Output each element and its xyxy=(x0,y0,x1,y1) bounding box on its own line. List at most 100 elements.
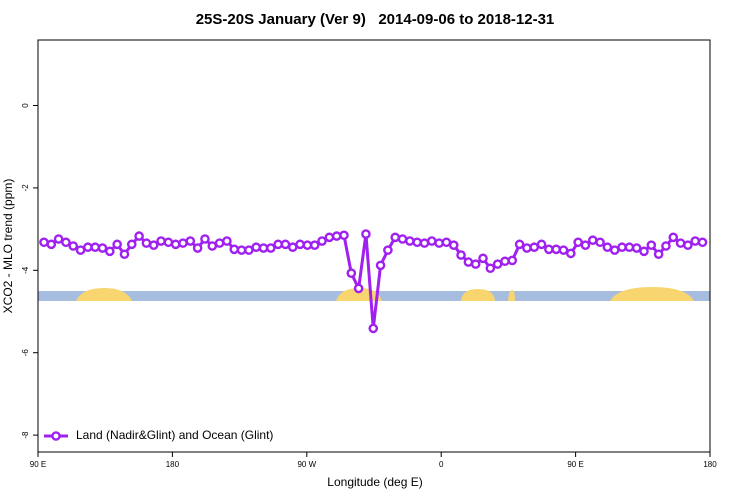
land-ocean-band xyxy=(38,287,710,301)
data-point xyxy=(156,236,166,246)
data-point xyxy=(668,232,679,243)
data-point xyxy=(456,250,466,260)
data-point xyxy=(90,242,100,253)
data-point xyxy=(507,255,518,266)
y-axis-label: XCO2 - MLO trend (ppm) xyxy=(1,179,15,314)
data-point xyxy=(375,260,386,271)
data-point xyxy=(148,240,159,250)
data-point xyxy=(207,241,218,251)
plot-frame xyxy=(37,39,711,453)
data-point xyxy=(39,237,49,248)
data-point xyxy=(397,234,408,244)
y-tick-label: -4 xyxy=(21,266,30,274)
data-point xyxy=(609,245,620,255)
data-point xyxy=(200,234,210,244)
data-point xyxy=(595,237,605,248)
data-point xyxy=(390,232,401,243)
land-band xyxy=(461,289,495,301)
data-point xyxy=(280,239,291,250)
data-point xyxy=(251,242,261,253)
x-tick-label: 180 xyxy=(703,460,717,469)
data-point xyxy=(383,245,393,255)
data-point xyxy=(368,323,379,334)
data-point xyxy=(580,240,591,250)
data-point xyxy=(244,245,254,255)
chart-title: 25S-20S January (Ver 9) 2014-09-06 to 20… xyxy=(196,11,555,28)
data-point xyxy=(470,259,481,269)
data-point xyxy=(229,244,240,255)
data-point xyxy=(529,242,540,253)
land-band xyxy=(508,290,515,301)
data-point xyxy=(105,246,115,257)
data-point xyxy=(514,239,525,250)
data-point xyxy=(419,238,430,248)
data-point xyxy=(500,256,510,267)
data-point xyxy=(112,239,122,250)
data-point xyxy=(97,243,108,253)
data-point xyxy=(266,243,276,253)
data-point xyxy=(690,236,701,246)
data-point xyxy=(697,237,708,248)
data-point xyxy=(661,241,671,251)
data-point xyxy=(170,239,181,250)
data-point xyxy=(683,240,693,250)
data-point xyxy=(126,239,137,250)
x-tick-label: 90 W xyxy=(297,460,316,469)
data-point xyxy=(309,240,320,250)
data-point xyxy=(653,249,664,260)
data-point xyxy=(119,249,130,260)
legend-marker xyxy=(51,431,61,441)
data-point xyxy=(646,240,657,250)
data-point xyxy=(222,236,232,246)
data-point xyxy=(46,239,57,250)
data-point xyxy=(522,243,532,253)
data-point xyxy=(61,237,71,248)
data-point xyxy=(185,236,196,246)
legend-label: Land (Nadir&Glint) and Ocean (Glint) xyxy=(76,428,273,442)
data-point xyxy=(353,283,364,294)
data-point xyxy=(551,244,561,255)
y-tick-label: -6 xyxy=(21,349,30,357)
data-point xyxy=(631,243,642,253)
y-tick-label: -2 xyxy=(21,184,30,192)
data-point xyxy=(68,241,79,251)
data-point xyxy=(141,238,152,248)
data-point xyxy=(53,234,64,244)
y-tick-label: 0 xyxy=(21,103,30,108)
data-point xyxy=(463,257,474,267)
data-point xyxy=(331,231,342,241)
data-point xyxy=(214,238,225,248)
x-tick-label: 180 xyxy=(166,460,180,469)
land-band xyxy=(76,288,132,301)
data-point xyxy=(639,246,649,257)
data-point xyxy=(75,245,86,255)
x-tick-label: 0 xyxy=(439,460,444,469)
data-point xyxy=(324,232,335,243)
data-point xyxy=(163,237,174,248)
data-point xyxy=(566,248,576,259)
data-point xyxy=(485,263,496,274)
data-point xyxy=(339,230,349,241)
legend: Land (Nadir&Glint) and Ocean (Glint) xyxy=(44,428,273,442)
data-point xyxy=(134,231,144,241)
data-point xyxy=(478,253,488,264)
data-point xyxy=(287,242,298,253)
data-point xyxy=(361,229,371,239)
x-axis-label: Longitude (deg E) xyxy=(327,475,422,489)
data-point xyxy=(536,239,547,250)
data-point xyxy=(346,268,357,278)
data-point xyxy=(558,245,569,255)
data-point xyxy=(405,236,415,246)
land-band xyxy=(610,287,694,301)
data-point xyxy=(426,236,437,246)
data-point xyxy=(412,237,422,248)
data-point xyxy=(441,237,452,248)
data-point xyxy=(624,242,635,253)
x-tick-label: 90 E xyxy=(30,460,46,469)
data-point xyxy=(573,237,583,248)
data-point xyxy=(492,259,503,269)
x-tick-label: 90 E xyxy=(567,460,583,469)
data-point xyxy=(317,236,327,246)
data-point xyxy=(192,243,203,253)
